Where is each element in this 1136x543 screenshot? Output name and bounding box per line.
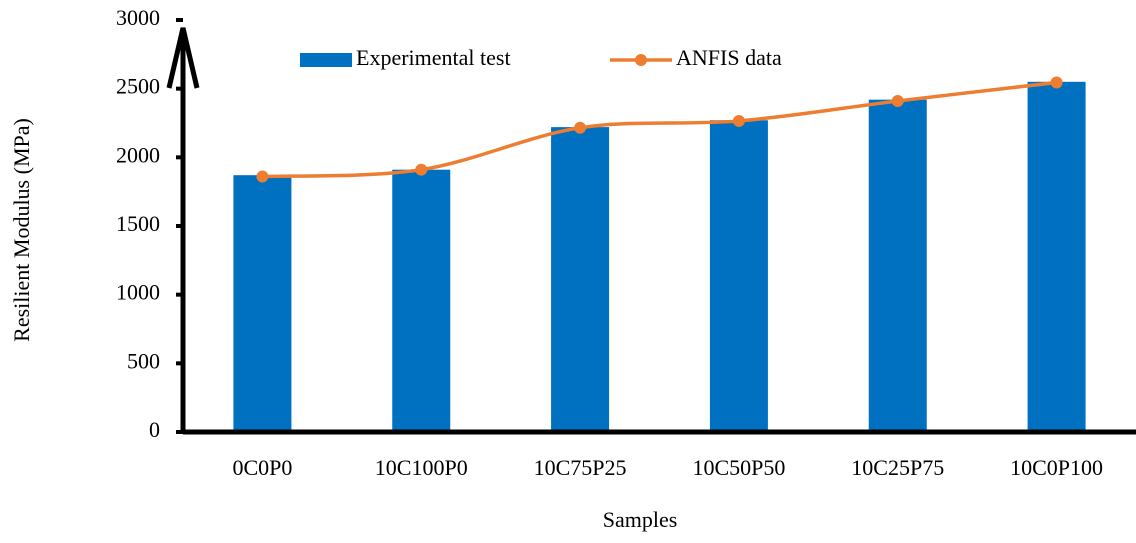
y-tick-label: 2000	[116, 142, 160, 167]
bar	[868, 99, 927, 433]
line-marker	[415, 163, 428, 176]
bar	[1027, 81, 1086, 433]
x-tick-label: 10C0P100	[1010, 455, 1103, 480]
line-marker	[574, 121, 587, 134]
x-tick-label: 10C100P0	[375, 455, 468, 480]
y-tick-label: 1500	[116, 211, 160, 236]
legend-label: Experimental test	[356, 45, 511, 70]
line-marker	[891, 95, 904, 108]
y-tick-label: 500	[127, 348, 160, 373]
legend-marker	[635, 54, 647, 66]
y-tick-label: 3000	[116, 5, 160, 30]
y-axis-arrow	[166, 27, 200, 89]
x-tick-label: 10C25P75	[851, 455, 944, 480]
line	[262, 80, 1057, 179]
y-tick-label: 2500	[116, 74, 160, 99]
y-axis-label: Resilient Modulus (MPa)	[9, 118, 34, 342]
bar	[392, 169, 451, 432]
x-tick-label: 10C75P25	[534, 455, 627, 480]
x-tick-label: 0C0P0	[232, 455, 292, 480]
line-marker	[1050, 76, 1063, 89]
legend-label: ANFIS data	[676, 45, 782, 70]
bar	[551, 127, 610, 433]
legend-swatch	[300, 53, 352, 67]
line-marker	[256, 170, 269, 183]
x-tick-label: 10C50P50	[692, 455, 785, 480]
line-marker	[732, 114, 745, 127]
y-tick-label: 0	[149, 417, 160, 442]
y-tick-label: 1000	[116, 280, 160, 305]
bar	[233, 175, 292, 433]
bar	[709, 120, 768, 433]
x-axis-label: Samples	[603, 507, 678, 532]
